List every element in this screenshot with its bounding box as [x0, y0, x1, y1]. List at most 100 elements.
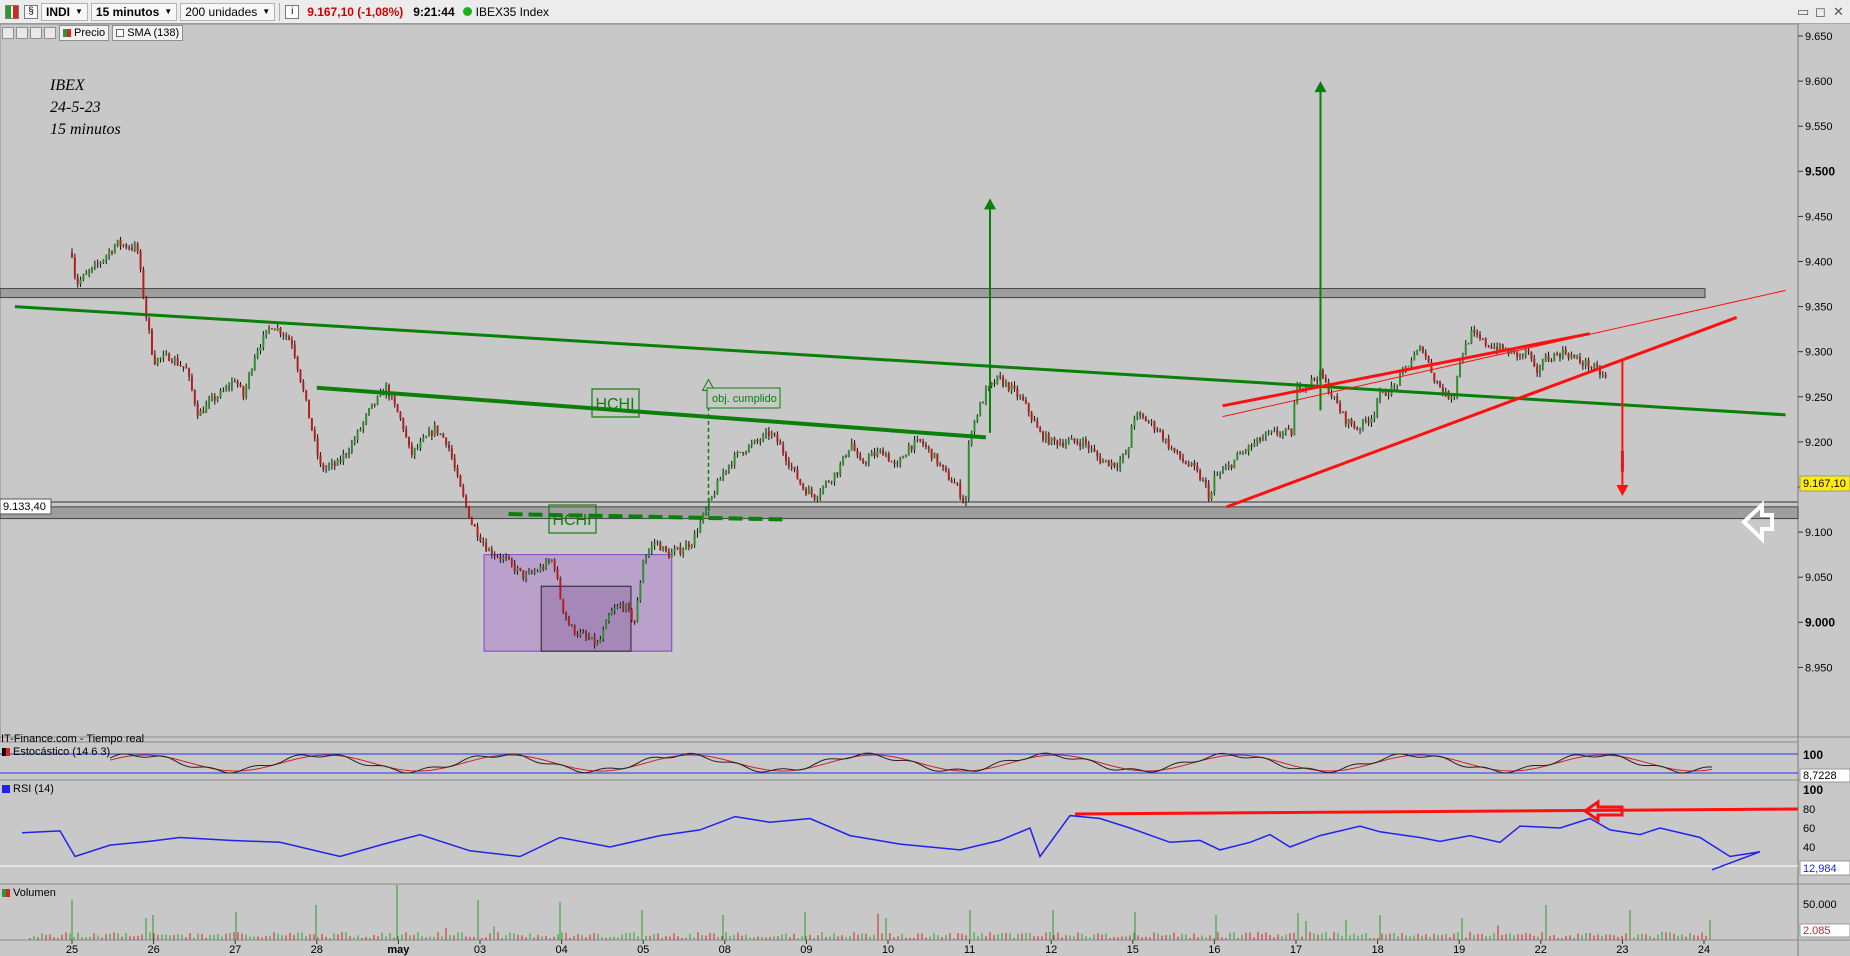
price-candle [1010, 385, 1013, 391]
price-candle [513, 563, 516, 572]
price-candle [824, 481, 827, 487]
price-candle [1556, 353, 1559, 355]
sma-toggle-label: SMA (138) [127, 27, 180, 39]
price-candle [844, 455, 847, 457]
price-candle [562, 598, 565, 612]
price-candle [1181, 458, 1184, 462]
stoch-value-label: 8,7228 [1803, 770, 1837, 782]
price-candle [1524, 350, 1527, 356]
rsi-tick-label: 40 [1803, 842, 1815, 854]
price-candle [993, 382, 996, 385]
price-candle [973, 420, 976, 432]
x-tick-label: 26 [147, 944, 159, 956]
sma-toggle[interactable]: SMA (138) [112, 25, 184, 41]
price-candle [393, 396, 396, 405]
price-candle [1124, 453, 1127, 455]
price-candle [1267, 432, 1270, 434]
price-candle [202, 410, 205, 413]
price-candle [605, 620, 608, 630]
close-icon[interactable]: ✕ [1833, 4, 1844, 19]
price-candle [782, 444, 785, 454]
restore-icon[interactable]: ◻ [1815, 4, 1826, 19]
y-tick-label: 9.550 [1805, 121, 1833, 133]
stoch-label: Estocástico (14 6 3) [13, 746, 111, 758]
x-tick-label: 10 [882, 944, 894, 956]
price-candle [442, 433, 445, 438]
candlestick-icon[interactable] [5, 4, 19, 19]
price-candle [1316, 379, 1319, 381]
price-candle [1270, 430, 1273, 433]
price-candle [747, 445, 750, 452]
price-candle [473, 524, 476, 527]
price-candle [356, 430, 359, 441]
price-candle [339, 459, 342, 462]
y-tick-label: 9.200 [1805, 437, 1833, 449]
price-candle [1544, 355, 1547, 362]
price-candle [899, 458, 902, 464]
price-candle [236, 381, 239, 385]
price-candle [696, 532, 699, 534]
price-toggle[interactable]: Precio [59, 25, 110, 41]
price-candle [682, 549, 685, 554]
price-candle [1259, 437, 1262, 441]
price-candle [827, 481, 830, 483]
rsi-panel-label[interactable]: RSI (14) [2, 783, 54, 795]
price-candle [230, 381, 233, 388]
price-candle [1567, 353, 1570, 358]
price-candle [285, 335, 288, 337]
y-tick-label: 9.400 [1805, 257, 1833, 269]
price-candle [913, 439, 916, 450]
price-candle [602, 629, 605, 640]
info-icon[interactable]: i [285, 4, 300, 19]
price-candle [1350, 419, 1353, 425]
minimize-icon[interactable]: ▭ [1797, 4, 1810, 19]
price-candle [428, 431, 430, 437]
price-candle [410, 445, 413, 455]
crosshair-icon[interactable] [2, 27, 14, 39]
note-line-1: IBEX [50, 77, 85, 94]
price-candle [1130, 426, 1133, 448]
price-candle [510, 558, 513, 564]
units-selector[interactable]: 200 unidades ▼ [180, 2, 276, 21]
price-candle [245, 386, 248, 398]
price-candle [1578, 357, 1581, 363]
price-candle [967, 444, 970, 498]
price-candle [767, 431, 770, 436]
price-candle [110, 251, 113, 253]
price-candle [1287, 428, 1290, 430]
price-candle [944, 467, 947, 472]
chart-note: IBEX 24-5-23 15 minutos [50, 75, 121, 141]
price-candle [268, 328, 271, 330]
stoch-panel-label[interactable]: Estocástico (14 6 3) [2, 746, 110, 758]
screen-icon[interactable] [44, 27, 56, 39]
price-candle [873, 452, 876, 456]
price-candle [430, 431, 433, 436]
price-candle [479, 537, 482, 542]
interval-selector[interactable]: 15 minutos ▼ [90, 2, 178, 21]
price-candle [239, 384, 242, 387]
chevron-down-icon: ▼ [262, 7, 271, 16]
price-candle [71, 252, 73, 257]
price-candle [679, 546, 682, 554]
price-candle [1082, 439, 1085, 447]
volume-panel-label[interactable]: Volumen [2, 887, 56, 899]
price-candle [1590, 367, 1593, 369]
price-candle [1441, 387, 1444, 394]
cursor-icon[interactable] [16, 27, 28, 39]
price-candle [1264, 432, 1267, 438]
price-candle [527, 571, 530, 574]
price-candle [353, 440, 356, 443]
link-icon[interactable]: § [24, 4, 38, 19]
price-candle [159, 357, 162, 359]
price-candle [979, 403, 982, 416]
price-candle [1284, 428, 1287, 433]
price-candle [450, 448, 453, 459]
price-candle [1593, 364, 1596, 368]
symbol-selector[interactable]: INDI ▼ [41, 2, 88, 21]
price-candle [725, 470, 728, 473]
stoch-upper-tick: 100 [1803, 748, 1823, 762]
price-candle [707, 499, 710, 509]
price-candle [1416, 350, 1419, 355]
draw-icon[interactable] [30, 27, 42, 39]
